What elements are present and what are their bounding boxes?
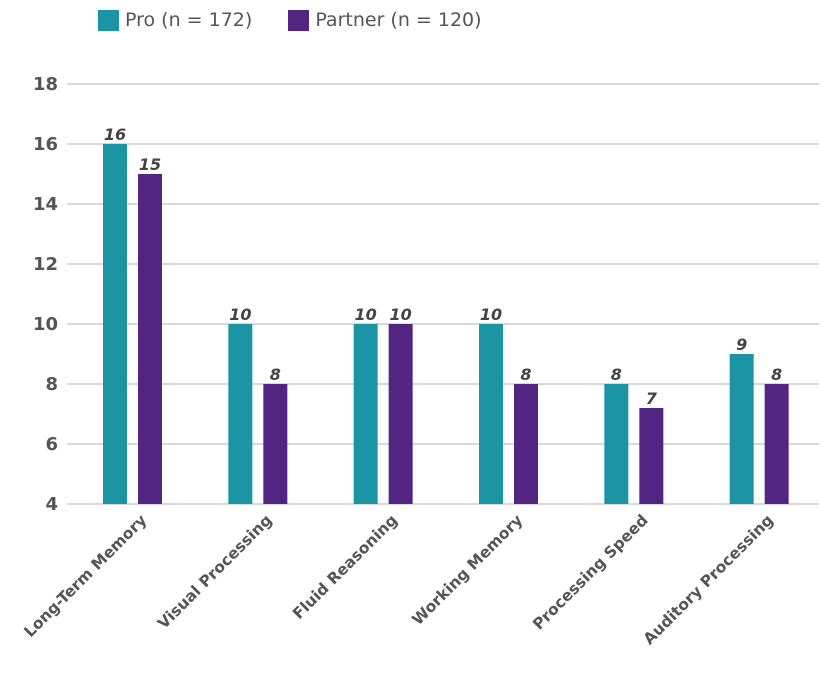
x-tick-label: Fluid Reasoning	[289, 511, 401, 623]
data-label: 10	[480, 305, 502, 324]
bar-partner	[639, 408, 664, 504]
bar-pro	[479, 324, 503, 504]
legend-item-pro: Pro (n = 172)	[98, 9, 252, 31]
y-tick-label: 8	[45, 374, 58, 395]
y-tick-label: 18	[33, 74, 58, 95]
y-tick-label: 6	[45, 434, 58, 455]
data-label: 10	[355, 305, 377, 324]
legend-item-partner: Partner (n = 120)	[288, 9, 482, 31]
y-tick-label: 12	[33, 254, 58, 275]
bar-partner	[388, 324, 413, 504]
data-label: 8	[270, 365, 281, 384]
bar-partner	[764, 384, 789, 504]
bar-pro	[353, 324, 378, 504]
bar-partner	[514, 384, 538, 504]
data-label: 10	[390, 305, 412, 324]
bar-pro	[103, 144, 127, 504]
y-tick-label: 4	[45, 494, 58, 515]
bar-pro	[729, 354, 754, 504]
data-label: 8	[611, 365, 622, 384]
x-tick-label: Processing Speed	[529, 511, 651, 633]
legend-label-pro: Pro (n = 172)	[125, 9, 253, 31]
x-tick-label: Long-Term Memory	[21, 511, 151, 641]
x-tick-label: Working Memory	[409, 511, 527, 629]
bar-partner	[138, 174, 162, 504]
bar-pro	[228, 324, 253, 504]
x-tick-label: Visual Processing	[154, 511, 275, 632]
bar-pro	[604, 384, 629, 504]
data-label: 9	[736, 335, 747, 354]
legend: Pro (n = 172) Partner (n = 120)	[98, 9, 518, 31]
legend-swatch-partner	[288, 9, 310, 31]
y-tick-label: 14	[33, 194, 58, 215]
y-tick-label: 16	[33, 134, 58, 155]
data-label: 8	[520, 365, 531, 384]
data-label: 7	[646, 389, 658, 408]
legend-swatch-pro	[98, 9, 119, 31]
bar-partner	[263, 384, 288, 504]
data-label: 10	[229, 305, 251, 324]
y-tick-label: 10	[33, 314, 58, 335]
data-label: 15	[139, 155, 161, 174]
data-label: 8	[771, 365, 782, 384]
legend-label-partner: Partner (n = 120)	[315, 9, 482, 31]
data-label: 16	[104, 125, 126, 144]
x-tick-label: Auditory Processing	[640, 511, 777, 648]
